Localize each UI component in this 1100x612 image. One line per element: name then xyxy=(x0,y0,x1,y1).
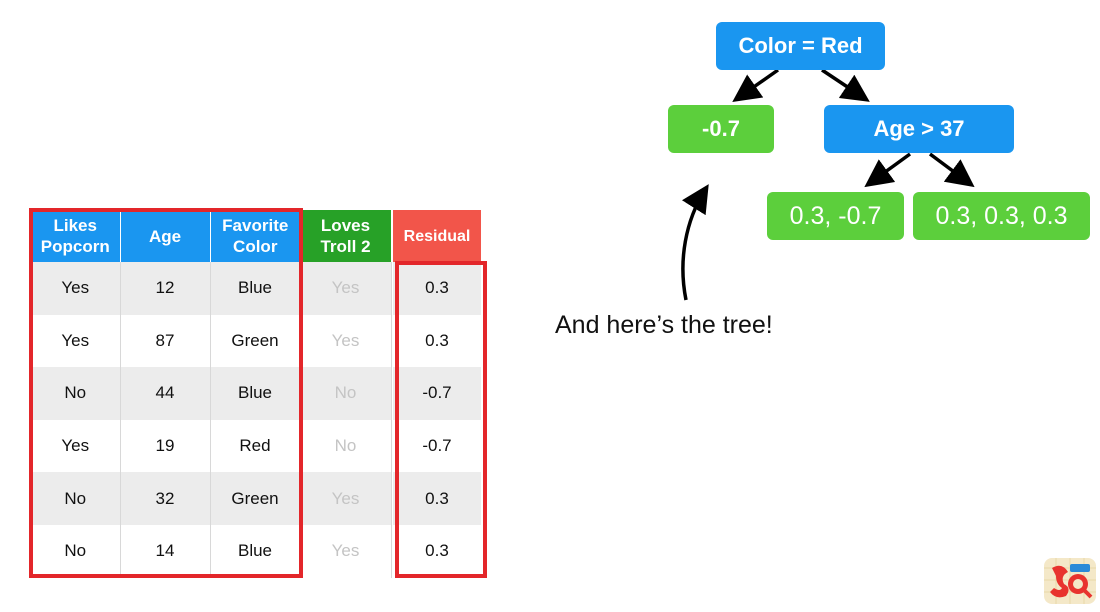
cell-loves-troll-2: Yes xyxy=(300,524,392,578)
tree-leaf-age-left: 0.3, -0.7 xyxy=(767,192,904,240)
data-table: Likes Popcorn Age Favorite Color Loves T… xyxy=(31,210,482,578)
cell-loves-troll-2: Yes xyxy=(300,314,392,368)
features-highlight-box xyxy=(29,208,303,578)
cell-residual: 0.3 xyxy=(393,524,481,578)
cell-gap xyxy=(391,314,393,368)
cell-favorite-color: Green xyxy=(210,472,301,525)
cell-age: 14 xyxy=(120,524,211,578)
table-row: Yes 87 Green Yes 0.3 xyxy=(31,314,481,368)
header-favorite-color: Favorite Color xyxy=(210,210,300,262)
table-row: No 32 Green Yes 0.3 xyxy=(31,472,481,525)
logo-mark xyxy=(1044,558,1096,604)
cell-age: 12 xyxy=(120,262,211,315)
arrow-age-to-right-leaf xyxy=(928,152,975,188)
cell-likes-popcorn: Yes xyxy=(31,314,121,368)
cell-favorite-color: Green xyxy=(210,314,301,368)
cell-gap xyxy=(391,367,393,420)
header-gap xyxy=(391,210,393,262)
cell-residual: -0.7 xyxy=(393,367,481,420)
cell-favorite-color: Blue xyxy=(210,262,301,315)
cell-age: 32 xyxy=(120,472,211,525)
header-likes-popcorn: Likes Popcorn xyxy=(31,210,121,262)
cell-gap xyxy=(391,524,393,578)
statquest-logo-icon xyxy=(1044,558,1096,604)
cell-residual: 0.3 xyxy=(393,262,481,315)
tree-caption: And here’s the tree! xyxy=(555,311,773,339)
cell-likes-popcorn: No xyxy=(31,524,121,578)
cell-age: 19 xyxy=(120,419,211,473)
arrow-root-to-left-leaf xyxy=(732,68,780,103)
table-row: No 44 Blue No -0.7 xyxy=(31,367,481,420)
tree-leaf-left: -0.7 xyxy=(668,105,774,153)
header-age: Age xyxy=(120,210,211,262)
cell-gap xyxy=(391,472,393,525)
cell-favorite-color: Blue xyxy=(210,367,301,420)
cell-loves-troll-2: Yes xyxy=(300,262,392,315)
arrow-caption-to-leaf xyxy=(681,184,709,301)
cell-gap xyxy=(391,262,393,315)
cell-residual: 0.3 xyxy=(393,472,481,525)
header-loves-troll-2: Loves Troll 2 xyxy=(300,210,391,262)
cell-loves-troll-2: Yes xyxy=(300,472,392,525)
cell-residual: 0.3 xyxy=(393,314,481,368)
table-row: Yes 12 Blue Yes 0.3 xyxy=(31,262,481,315)
table-header-row: Likes Popcorn Age Favorite Color Loves T… xyxy=(31,210,481,262)
cell-gap xyxy=(391,419,393,473)
cell-residual: -0.7 xyxy=(393,419,481,473)
cell-age: 44 xyxy=(120,367,211,420)
arrow-age-to-left-leaf xyxy=(864,152,912,188)
residual-highlight-box xyxy=(395,261,487,578)
cell-favorite-color: Blue xyxy=(210,524,301,578)
cell-loves-troll-2: No xyxy=(300,367,392,420)
tree-leaf-age-right: 0.3, 0.3, 0.3 xyxy=(913,192,1090,240)
arrow-root-to-age-node xyxy=(821,68,870,102)
tree-node-age: Age > 37 xyxy=(824,105,1014,153)
cell-loves-troll-2: No xyxy=(300,419,392,473)
table-row: Yes 19 Red No -0.7 xyxy=(31,419,481,473)
cell-likes-popcorn: No xyxy=(31,367,121,420)
cell-likes-popcorn: No xyxy=(31,472,121,525)
table-row: No 14 Blue Yes 0.3 xyxy=(31,524,481,578)
tree-root-node: Color = Red xyxy=(716,22,885,70)
cell-likes-popcorn: Yes xyxy=(31,262,121,315)
header-residual: Residual xyxy=(393,210,481,262)
cell-favorite-color: Red xyxy=(210,419,301,473)
cell-age: 87 xyxy=(120,314,211,368)
cell-likes-popcorn: Yes xyxy=(31,419,121,473)
